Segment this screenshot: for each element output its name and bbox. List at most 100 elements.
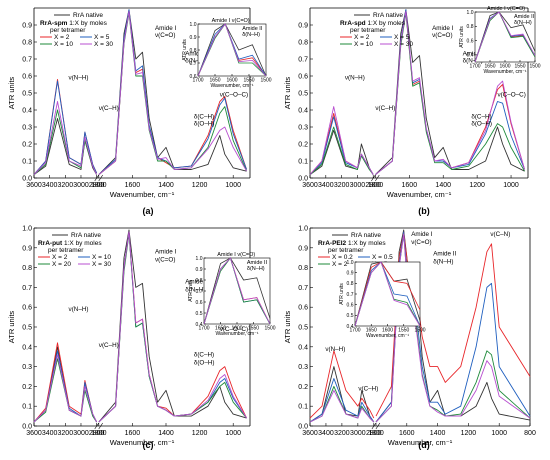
inset-series-line: [354, 261, 421, 327]
legend-label: X = 30: [92, 261, 111, 268]
panel-label: (b): [418, 206, 430, 216]
inset-x-tick-label: 1650: [215, 326, 226, 332]
series-line-x-30: [309, 10, 526, 175]
legend-title-bold: RrA-put: [38, 240, 63, 247]
inset-x-tick-label: 1550: [514, 64, 525, 70]
inset: 1700 1650 1600 1550 1500 0.4 0.6 0.8 1.0 Wavenumb…: [459, 6, 541, 75]
annotation-label: ν(C–N): [490, 231, 510, 238]
inset-y-tick-label: 0.4: [467, 53, 474, 59]
legend-title-rest: 1:X by moles: [346, 240, 386, 247]
legend-label: X = 10: [354, 41, 373, 48]
y-tick-label: 0.2: [298, 384, 308, 391]
series-group: [309, 9, 526, 175]
x-tick-label: 1000: [503, 182, 519, 189]
y-tick-label: 0.5: [22, 91, 32, 98]
series-group: [33, 9, 248, 175]
x-axis-title: Wavenumber, cm⁻¹: [110, 190, 175, 199]
y-tick-label: 0.6: [22, 305, 32, 312]
legend-title-bold: RrA-PEI2: [318, 240, 347, 247]
y-axis-title: ATR units: [283, 77, 292, 110]
axis-break-mark: [375, 422, 381, 430]
inset-series-line: [474, 11, 536, 63]
y-tick-label: 0.2: [22, 142, 32, 149]
inset: 1700 1650 1600 1550 1500 0.4 0.5 0.6 0.7 0.8 0.9 1.…: [339, 260, 426, 339]
inset-y-tick-label: 0.6: [196, 300, 203, 306]
series-line-x-5: [309, 233, 531, 423]
y-tick-label: 0.4: [298, 344, 308, 351]
x-tick-label: 1200: [469, 182, 485, 189]
annotation-label: Amide II: [185, 51, 208, 58]
annotation-label: ν(C–O–C): [220, 91, 248, 98]
annotation-label: Amide I: [155, 25, 177, 32]
panel-label: (c): [143, 440, 154, 450]
inset-series-line: [354, 261, 421, 327]
x-tick-label: 3000: [350, 430, 366, 437]
panel-label: (d): [418, 440, 430, 450]
inset-x-tick-label: 1700: [192, 78, 203, 84]
legend-title-rest: 1:X by moles: [62, 240, 102, 247]
inset-x-tick-label: 1700: [198, 326, 209, 332]
inset-y-tick-label: 0.9: [196, 267, 203, 273]
x-tick-label: 3400: [318, 182, 334, 189]
y-tick-label: 0.1: [298, 159, 308, 166]
x-tick-label: 3000: [73, 182, 89, 189]
inset-series-line: [203, 257, 271, 325]
annotation-label: Amide I: [411, 231, 433, 238]
inset-y-tick-label: 0.8: [196, 278, 203, 284]
annotation-label: Amide II: [463, 51, 486, 58]
y-tick-label: 0.0: [298, 424, 308, 431]
annotation-label: Amide I: [432, 25, 454, 32]
series-group: [309, 229, 531, 423]
x-tick-label: 1200: [192, 182, 208, 189]
inset-series-line: [354, 261, 421, 327]
annotation-label: ν(C=O): [432, 32, 452, 39]
inset-y-tick-label: 0.7: [196, 289, 203, 295]
x-tick-label: 3400: [42, 182, 58, 189]
y-tick-label: 0.2: [298, 142, 308, 149]
inset-x-tick-label: 1650: [366, 328, 377, 334]
inset-x-tick-label: 1500: [264, 326, 275, 332]
inset-x-tick-label: 1700: [349, 328, 360, 334]
annotation-label: ν(N–H): [69, 74, 89, 81]
x-tick-label: 3400: [318, 430, 334, 437]
inset-title-3: δ(N–H): [514, 20, 532, 26]
annotation-label: Amide II: [185, 278, 208, 285]
y-tick-label: 0.0: [22, 176, 32, 183]
x-tick-label: 3200: [58, 430, 74, 437]
x-tick-label: 1200: [192, 430, 208, 437]
y-tick-label: 0.8: [298, 40, 308, 47]
series-line-rra-native: [309, 9, 525, 175]
x-tick-label: 1000: [225, 182, 241, 189]
y-tick-label: 0.4: [298, 108, 308, 115]
inset-series-line: [474, 11, 536, 63]
annotation-label: ν(N–H): [345, 74, 365, 81]
x-tick-label: 800: [524, 430, 536, 437]
inset-x-tick-label: 1650: [484, 64, 495, 70]
inset-x-tick-label: 1500: [529, 64, 540, 70]
legend-label: X = 30: [394, 41, 413, 48]
inset-x-tick-label: 1550: [243, 78, 254, 84]
legend-label: RrA native: [73, 12, 103, 19]
inset-y-tick-label: 0.8: [467, 24, 474, 30]
inset-x-tick-label: 1550: [248, 326, 259, 332]
legend-label: X = 2: [332, 261, 348, 268]
legend-title-line2: per tetramer: [350, 27, 386, 34]
y-tick-label: 0.8: [22, 40, 32, 47]
x-tick-label: 3400: [42, 430, 58, 437]
legend-label: X = 2: [52, 254, 68, 261]
x-tick-label: 1600: [125, 182, 141, 189]
inset-x-tick-label: 1500: [414, 328, 425, 334]
legend-label: X = 10: [54, 41, 73, 48]
y-tick-label: 0.4: [22, 344, 32, 351]
annotation-label: ν(C=O): [411, 239, 431, 246]
annotation-label: Amide I: [155, 249, 177, 256]
inset-y-tick-label: 0.8: [190, 48, 197, 54]
annotation-label: δ(N–H): [463, 57, 483, 64]
y-tick-label: 0.1: [22, 404, 32, 411]
y-tick-label: 0.0: [298, 176, 308, 183]
y-tick-label: 0.5: [22, 325, 32, 332]
x-tick-label: 3000: [350, 182, 366, 189]
y-tick-label: 0.1: [22, 159, 32, 166]
